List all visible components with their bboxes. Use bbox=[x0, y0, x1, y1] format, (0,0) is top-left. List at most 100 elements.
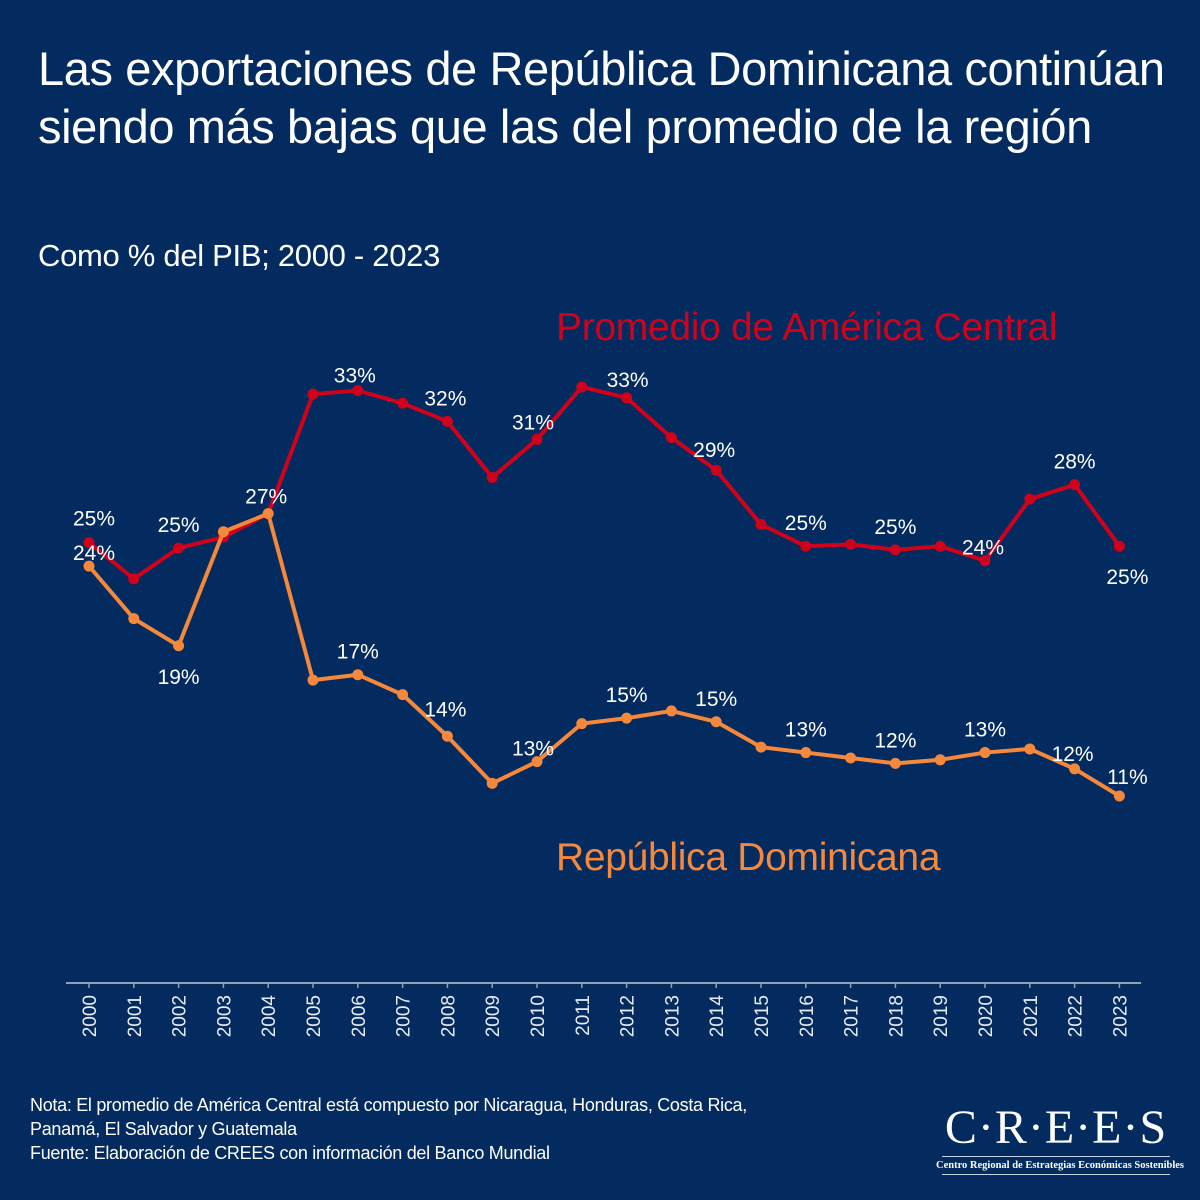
data-point-dominican-republic bbox=[889, 757, 901, 769]
x-tick-label: 2009 bbox=[483, 995, 504, 1037]
data-point-dominican-republic bbox=[128, 613, 140, 625]
data-label-dominican-republic: 24% bbox=[73, 542, 115, 565]
x-tick-label: 2010 bbox=[528, 995, 549, 1037]
data-label-dominican-republic: 27% bbox=[245, 486, 287, 509]
data-label-dominican-republic: 17% bbox=[337, 641, 379, 664]
data-point-central-america bbox=[1069, 479, 1081, 491]
data-point-dominican-republic bbox=[173, 640, 185, 652]
crees-logo: C·R·E·E·S Centro Regional de Estrategias… bbox=[936, 1101, 1185, 1175]
data-point-central-america bbox=[441, 415, 453, 427]
data-point-central-america bbox=[710, 464, 722, 476]
data-point-central-america bbox=[665, 432, 677, 444]
logo-tagline: Centro Regional de Estrategias Económica… bbox=[936, 1160, 1185, 1171]
data-point-central-america bbox=[979, 555, 991, 567]
x-axis: 2000 2001 2002 2003 2004 2005 2006 2007 2008 2009… bbox=[66, 982, 1141, 1038]
data-point-dominican-republic bbox=[934, 754, 946, 766]
chart-subtitle: Como % del PIB; 2000 - 2023 bbox=[38, 238, 441, 273]
legend-label-central-america: Promedio de América Central bbox=[556, 306, 1058, 349]
x-tick-label: 2023 bbox=[1110, 995, 1131, 1037]
data-point-dominican-republic bbox=[979, 747, 991, 759]
x-tick-label: 2008 bbox=[438, 995, 459, 1037]
legend-label-dominican-republic: República Dominicana bbox=[556, 836, 941, 879]
x-tick-label: 2015 bbox=[752, 995, 773, 1037]
series-layer bbox=[83, 381, 1125, 802]
data-point-central-america bbox=[755, 519, 767, 530]
data-point-dominican-republic bbox=[710, 716, 722, 728]
data-label-dominican-republic: 19% bbox=[158, 666, 200, 689]
data-label-dominican-republic: 14% bbox=[424, 698, 466, 721]
data-label-central-america: 25% bbox=[1106, 566, 1148, 589]
data-point-dominican-republic bbox=[621, 712, 633, 724]
data-point-dominican-republic bbox=[441, 730, 453, 742]
x-tick-label: 2002 bbox=[170, 995, 191, 1037]
x-tick-label: 2007 bbox=[394, 995, 415, 1037]
chart-title: Las exportaciones de República Dominican… bbox=[38, 42, 1165, 153]
data-point-dominican-republic bbox=[665, 705, 677, 717]
data-point-central-america bbox=[889, 544, 901, 556]
data-label-central-america: 25% bbox=[73, 508, 115, 531]
x-tick-label: 2016 bbox=[797, 995, 818, 1037]
data-point-dominican-republic bbox=[397, 689, 409, 701]
data-point-central-america bbox=[1024, 493, 1036, 505]
data-label-dominican-republic: 12% bbox=[874, 729, 916, 752]
footnote: Nota: El promedio de América Central est… bbox=[30, 1093, 910, 1165]
data-label-central-america: 25% bbox=[785, 512, 827, 535]
data-point-central-america bbox=[845, 538, 857, 550]
x-tick-label: 2019 bbox=[931, 995, 952, 1037]
data-point-dominican-republic bbox=[755, 741, 767, 753]
x-tick-label: 2005 bbox=[304, 995, 325, 1037]
data-label-central-america: 25% bbox=[158, 514, 200, 537]
data-label-central-america: 29% bbox=[693, 439, 735, 462]
data-label-dominican-republic: 12% bbox=[1052, 743, 1094, 766]
data-label-dominican-republic: 15% bbox=[695, 688, 737, 711]
data-point-central-america bbox=[531, 433, 543, 445]
series-line-dominican-republic bbox=[87, 511, 1122, 798]
data-label-dominican-republic: 13% bbox=[964, 719, 1006, 742]
data-point-central-america bbox=[307, 388, 319, 400]
x-tick-label: 2013 bbox=[662, 995, 683, 1037]
x-tick-label: 2012 bbox=[618, 995, 639, 1037]
data-point-dominican-republic bbox=[83, 560, 95, 572]
data-label-dominican-republic: 13% bbox=[512, 738, 554, 761]
logo-divider-bottom bbox=[942, 1174, 1170, 1175]
x-tick-label: 2003 bbox=[214, 995, 235, 1037]
x-tick-label: 2004 bbox=[259, 995, 280, 1038]
data-point-central-america bbox=[486, 471, 498, 483]
data-point-dominican-republic bbox=[307, 674, 319, 686]
data-point-dominican-republic bbox=[486, 777, 498, 789]
data-point-central-america bbox=[576, 381, 588, 393]
data-point-central-america bbox=[397, 397, 409, 409]
logo-divider bbox=[942, 1156, 1170, 1157]
x-tick-label: 2022 bbox=[1066, 995, 1087, 1037]
x-tick-label: 2014 bbox=[707, 995, 728, 1038]
data-point-dominican-republic bbox=[262, 508, 274, 520]
data-point-central-america bbox=[128, 573, 140, 585]
data-label-central-america: 32% bbox=[424, 387, 466, 410]
data-point-central-america bbox=[800, 540, 812, 552]
x-tick-label: 2001 bbox=[125, 995, 146, 1037]
x-tick-label: 2018 bbox=[886, 995, 907, 1037]
data-point-central-america bbox=[621, 392, 633, 404]
data-label-dominican-republic: 15% bbox=[606, 684, 648, 707]
source-line: Fuente: Elaboración de CREES con informa… bbox=[30, 1143, 550, 1163]
data-point-dominican-republic bbox=[800, 747, 812, 759]
note-line-1: Nota: El promedio de América Central est… bbox=[30, 1095, 747, 1115]
data-point-dominican-republic bbox=[576, 718, 588, 730]
data-point-dominican-republic bbox=[217, 526, 229, 538]
logo-wordmark: C·R·E·E·S bbox=[944, 1101, 1168, 1154]
data-point-central-america bbox=[352, 385, 364, 397]
x-tick-label: 2017 bbox=[842, 995, 863, 1037]
x-tick-label: 2011 bbox=[573, 995, 594, 1036]
data-label-central-america: 33% bbox=[334, 365, 376, 388]
data-label-dominican-republic: 11% bbox=[1107, 766, 1147, 789]
x-tick-label: 2020 bbox=[976, 995, 997, 1037]
data-label-central-america: 28% bbox=[1054, 451, 1096, 474]
data-point-central-america bbox=[934, 540, 946, 552]
data-point-central-america bbox=[173, 542, 185, 554]
data-point-dominican-republic bbox=[1069, 763, 1081, 775]
data-labels: 25% 25% 33% 32% 31% 33% 29% 25% 25% 24% 28% 25% 24% 1… bbox=[73, 365, 1148, 789]
x-tick-label: 2021 bbox=[1021, 995, 1042, 1037]
data-point-dominican-republic bbox=[352, 669, 364, 681]
data-point-dominican-republic bbox=[845, 752, 857, 764]
